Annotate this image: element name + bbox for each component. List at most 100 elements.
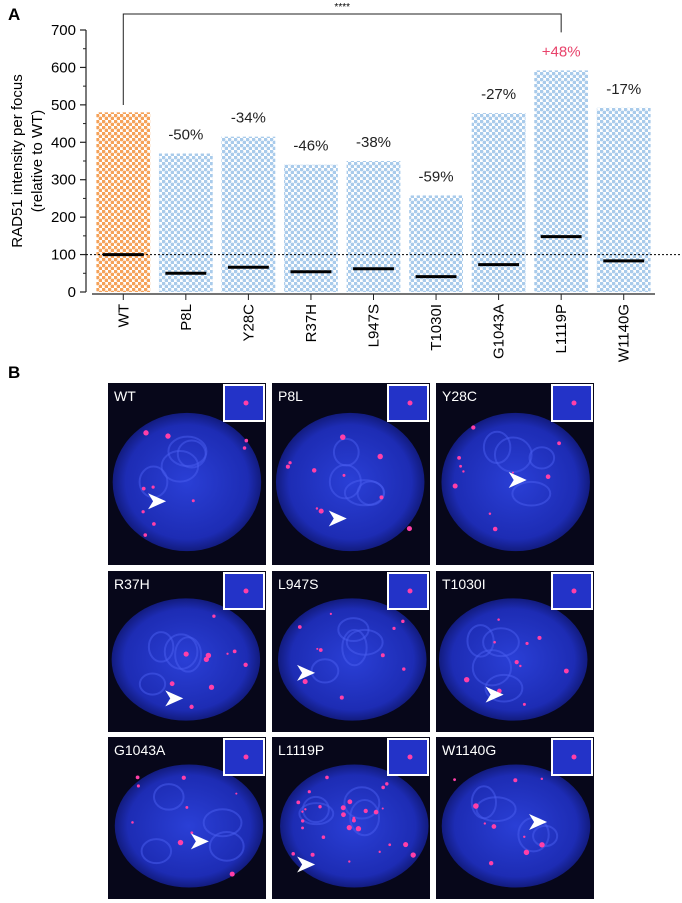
focus (151, 485, 155, 489)
image-label: L947S (278, 576, 318, 592)
y-tick-label: 600 (51, 59, 76, 76)
focus (329, 612, 332, 615)
arrowhead (508, 471, 527, 488)
image-label: R37H (114, 576, 150, 592)
x-tick-label: WT (115, 304, 132, 327)
focus (488, 512, 492, 515)
focus (131, 821, 134, 824)
percent-change: -59% (419, 168, 454, 185)
focus (229, 871, 235, 877)
focus (514, 660, 519, 665)
focus (453, 778, 456, 782)
panel-label: A (8, 5, 20, 24)
focus (205, 652, 212, 659)
x-tick-label: W1140G (616, 304, 633, 362)
focus (378, 850, 381, 853)
focus (285, 464, 290, 469)
focus (307, 790, 311, 794)
y-tick-label: 100 (51, 247, 76, 264)
inset-focus (243, 754, 249, 760)
micrograph: Y28C (436, 383, 594, 565)
nucleolus (208, 831, 245, 862)
nucleus (278, 598, 427, 721)
inset (223, 572, 265, 610)
arrowhead (297, 856, 316, 873)
focus (244, 438, 249, 443)
percent-change: -17% (606, 81, 641, 98)
arrowhead (190, 833, 209, 850)
focus (135, 775, 140, 780)
focus (291, 852, 295, 856)
focus (208, 684, 215, 690)
nucleolus (349, 799, 381, 837)
image-label: T1030I (442, 576, 486, 592)
focus (513, 778, 518, 783)
significance-bracket (122, 13, 562, 105)
dot-cloud (596, 107, 651, 292)
focus (537, 635, 542, 640)
inset-focus (407, 588, 413, 594)
focus (557, 441, 561, 446)
x-tick-label: L947S (366, 304, 383, 347)
x-tick-label: G1043A (491, 304, 508, 359)
focus (471, 425, 476, 430)
image-label: Y28C (442, 388, 477, 404)
focus (242, 446, 247, 450)
focus (348, 860, 351, 863)
focus (301, 826, 304, 830)
focus (342, 473, 346, 477)
focus (181, 775, 186, 780)
focus (497, 688, 502, 694)
focus (492, 526, 498, 532)
nucleolus (482, 430, 512, 465)
dot-cloud (158, 153, 213, 292)
focus (392, 626, 396, 631)
y-tick-label: 0 (68, 284, 76, 301)
y-tick-label: 400 (51, 134, 76, 151)
arrowhead (165, 690, 184, 707)
nucleus (111, 598, 261, 721)
nucleolus (511, 480, 552, 507)
focus (410, 852, 416, 858)
focus (191, 499, 195, 503)
focus (462, 470, 465, 473)
nucleolus (470, 785, 498, 820)
panel-label: B (8, 363, 20, 382)
image-label: G1043A (114, 742, 166, 758)
focus (523, 849, 530, 856)
focus (165, 433, 171, 439)
percent-change: -34% (231, 110, 266, 127)
nucleolus (343, 786, 381, 820)
micrograph: G1043A (108, 737, 266, 899)
focus (141, 486, 146, 491)
focus (452, 483, 458, 489)
focus (563, 668, 569, 674)
arrowhead (485, 686, 504, 703)
y-tick-label: 200 (51, 209, 76, 226)
arrowhead (297, 664, 316, 681)
focus (401, 619, 405, 624)
nucleolus (528, 446, 556, 470)
focus (141, 510, 145, 514)
focus (318, 508, 324, 514)
focus (381, 807, 384, 810)
focus (288, 461, 292, 465)
focus (351, 818, 356, 823)
inset-focus (243, 588, 249, 594)
dot-cloud (346, 161, 401, 292)
focus (346, 825, 352, 831)
focus (296, 800, 301, 805)
focus (483, 822, 486, 825)
focus (152, 522, 156, 526)
nucleolus (160, 450, 200, 483)
focus (304, 808, 307, 811)
arrowhead (328, 510, 347, 527)
focus (497, 618, 500, 621)
focus (318, 805, 322, 809)
focus (310, 852, 315, 857)
significance-label: **** (334, 2, 350, 13)
y-axis-label: (relative to WT) (29, 110, 46, 213)
percent-change: +48% (542, 43, 581, 60)
focus (302, 679, 308, 685)
focus (388, 843, 392, 847)
